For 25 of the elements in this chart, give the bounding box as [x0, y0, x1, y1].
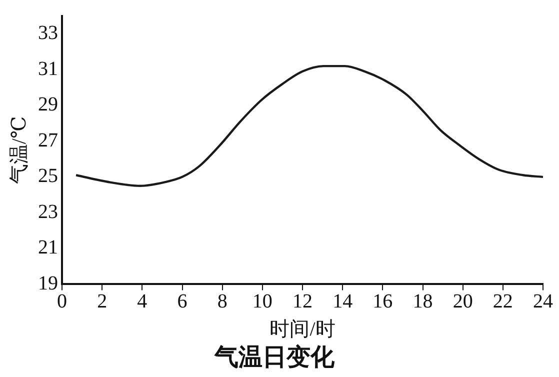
- y-tick-label: 23: [38, 200, 58, 223]
- y-tick-label: 25: [38, 165, 58, 188]
- x-tick-label: 6: [177, 290, 188, 312]
- x-tick-label: 20: [452, 290, 473, 312]
- x-tick-label: 22: [492, 290, 513, 312]
- y-tick-label: 27: [38, 129, 58, 152]
- y-tick-label: 29: [38, 94, 58, 116]
- text: 气温日变化: [214, 344, 336, 371]
- x-tick-label: 12: [292, 290, 312, 312]
- y-axis-title: 气温/℃: [8, 116, 30, 184]
- x-tick-label: 2: [97, 290, 108, 312]
- x-tick-label: 24: [533, 290, 553, 312]
- x-tick-label: 16: [372, 290, 393, 312]
- x-tick-label: 0: [57, 290, 67, 312]
- x-tick-label: 8: [217, 290, 228, 312]
- y-tick-label: 33: [38, 22, 58, 44]
- y-tick-label: 19: [38, 272, 58, 294]
- x-tick-label: 18: [412, 290, 433, 312]
- y-tick-label: 21: [38, 236, 58, 259]
- x-tick-label: 14: [332, 290, 353, 312]
- x-tick-label: 10: [252, 290, 272, 312]
- x-axis-title: 时间/时: [270, 318, 336, 340]
- x-tick-label: 4: [137, 290, 148, 312]
- line-series: [74, 64, 543, 187]
- y-tick-label: 31: [38, 58, 58, 80]
